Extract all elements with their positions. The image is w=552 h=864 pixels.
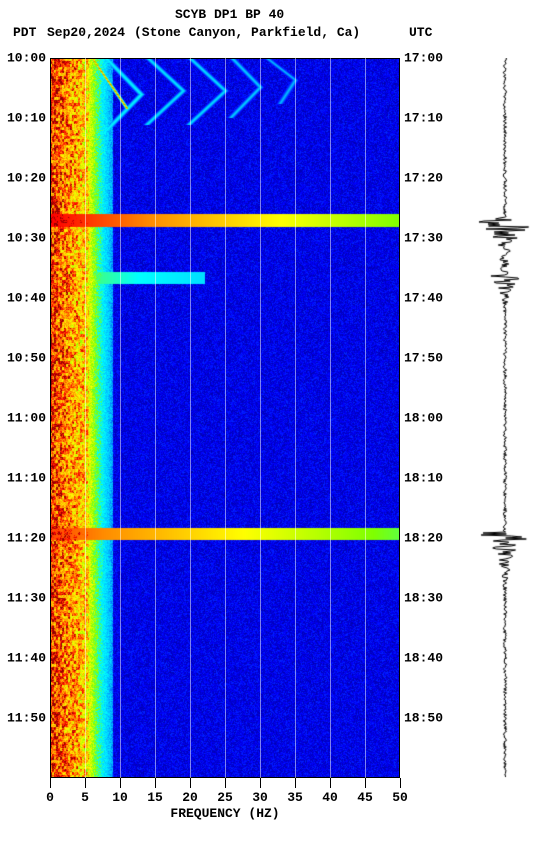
x-axis-label: FREQUENCY (HZ) <box>170 778 279 821</box>
y-tick-right: 17:50 <box>400 351 443 366</box>
y-tick-right: 17:30 <box>400 231 443 246</box>
y-tick-left: 10:10 <box>7 110 50 125</box>
y-tick-right: 18:00 <box>400 411 443 426</box>
y-tick-left: 10:30 <box>7 231 50 246</box>
x-tick-label: 35 <box>287 778 303 805</box>
seismogram-canvas <box>470 58 540 778</box>
gridline <box>155 58 156 778</box>
x-tick-label: 50 <box>392 778 408 805</box>
y-tick-left: 11:40 <box>7 650 50 665</box>
y-tick-right: 18:40 <box>400 650 443 665</box>
gridline <box>295 58 296 778</box>
x-tick-label: 45 <box>357 778 373 805</box>
gridline <box>330 58 331 778</box>
y-tick-right: 17:00 <box>400 51 443 66</box>
y-tick-right: 17:20 <box>400 171 443 186</box>
gridline <box>365 58 366 778</box>
y-tick-right: 18:20 <box>400 531 443 546</box>
gridline <box>120 58 121 778</box>
tz-right: UTC <box>409 25 432 40</box>
date: Sep20,2024 <box>47 25 125 40</box>
tz-left: PDT <box>13 25 36 40</box>
y-tick-left: 11:30 <box>7 591 50 606</box>
y-tick-left: 10:40 <box>7 290 50 305</box>
x-tick-label: 40 <box>322 778 338 805</box>
y-tick-right: 17:40 <box>400 290 443 305</box>
y-tick-left: 11:50 <box>7 711 50 726</box>
title-station: SCYB DP1 BP 40 <box>175 7 284 22</box>
spectrogram-plot: 10:0010:1010:2010:3010:4010:5011:0011:10… <box>50 58 400 778</box>
gridline <box>260 58 261 778</box>
y-tick-left: 11:10 <box>7 470 50 485</box>
y-tick-left: 11:20 <box>7 531 50 546</box>
x-tick-label: 0 <box>46 778 54 805</box>
y-tick-right: 18:30 <box>400 591 443 606</box>
y-tick-left: 10:00 <box>7 51 50 66</box>
y-tick-left: 11:00 <box>7 411 50 426</box>
seismogram-strip <box>470 58 540 778</box>
gridline <box>225 58 226 778</box>
gridline <box>400 58 401 778</box>
x-tick-label: 10 <box>112 778 128 805</box>
gridline <box>85 58 86 778</box>
y-tick-right: 18:10 <box>400 470 443 485</box>
y-tick-left: 10:20 <box>7 171 50 186</box>
x-tick-label: 15 <box>147 778 163 805</box>
gridline <box>190 58 191 778</box>
x-tick-label: 5 <box>81 778 89 805</box>
location: (Stone Canyon, Parkfield, Ca) <box>134 25 360 40</box>
y-tick-right: 17:10 <box>400 110 443 125</box>
page: SCYB DP1 BP 40 PDT Sep20,2024 (Stone Can… <box>0 0 552 864</box>
y-tick-right: 18:50 <box>400 711 443 726</box>
y-tick-left: 10:50 <box>7 351 50 366</box>
